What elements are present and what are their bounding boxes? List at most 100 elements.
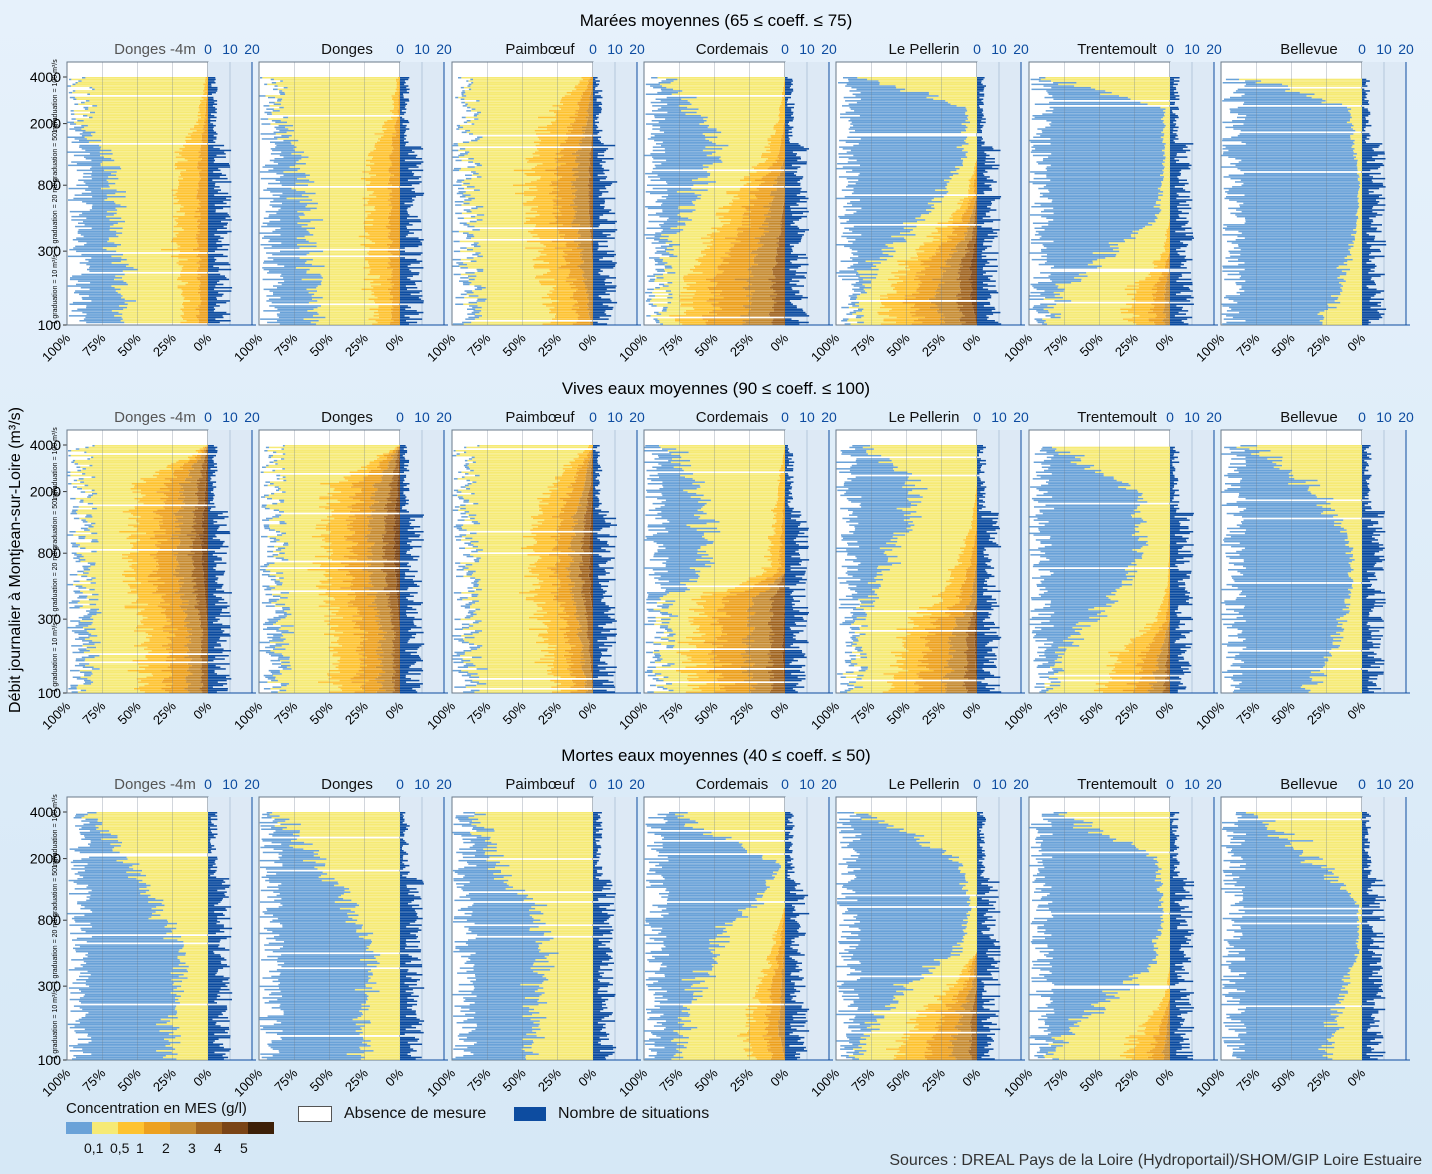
bar-segment	[279, 154, 302, 157]
bar-segment	[273, 78, 396, 81]
bar-segment	[530, 209, 559, 211]
bar-segment	[207, 91, 208, 94]
bar-segment	[476, 176, 482, 178]
bar-segment	[921, 214, 952, 216]
count-bar	[1170, 177, 1179, 180]
count-bar	[1362, 275, 1381, 277]
bar-segment	[124, 298, 184, 300]
count-bar	[1170, 90, 1174, 92]
bar-segment	[463, 201, 527, 203]
bar-segment	[569, 272, 585, 274]
bar-segment	[696, 111, 780, 114]
bar-segment	[465, 148, 537, 150]
bar-segment	[769, 144, 781, 147]
count-bar	[785, 172, 794, 175]
bar-segment	[461, 91, 466, 94]
bar-segment	[376, 141, 393, 143]
bar-segment	[207, 88, 208, 91]
bar-segment	[306, 253, 369, 256]
bar-segment	[967, 189, 974, 191]
bar-segment	[588, 306, 593, 309]
bar-segment	[68, 315, 115, 317]
count-bar	[977, 316, 989, 319]
count-bar	[400, 225, 407, 228]
count-bar	[593, 98, 597, 100]
count-bar	[1170, 124, 1176, 127]
bar-segment	[652, 128, 717, 130]
bar-segment	[276, 144, 294, 147]
bar-segment	[716, 212, 744, 215]
bar-segment	[578, 105, 589, 107]
count-bar	[208, 120, 217, 122]
bar-segment	[555, 285, 576, 287]
count-bar	[593, 315, 612, 317]
bar-segment	[1030, 171, 1164, 173]
bar-segment	[463, 192, 515, 195]
count-bar	[400, 90, 407, 92]
bar-segment	[1034, 234, 1131, 236]
bar-segment	[313, 258, 365, 261]
count-bar	[208, 131, 217, 134]
x-tick-label: 75%	[848, 330, 877, 359]
bar-segment	[540, 177, 560, 180]
bar-segment	[137, 268, 183, 271]
bar-segment	[650, 136, 718, 138]
bar-segment	[71, 85, 205, 87]
count-bar	[785, 163, 807, 165]
bar-segment	[1164, 123, 1170, 125]
bar-segment	[700, 237, 725, 239]
bar-segment	[975, 171, 977, 173]
bar-segment	[842, 318, 849, 320]
bar-segment	[536, 186, 558, 188]
bar-segment	[1034, 103, 1148, 105]
bar-segment	[560, 235, 581, 238]
bar-segment	[763, 232, 781, 234]
bar-segment	[71, 141, 89, 143]
bar-segment	[771, 298, 785, 300]
bar-segment	[107, 197, 174, 200]
bar-segment	[973, 189, 977, 191]
bar-segment	[1029, 139, 1163, 142]
bar-segment	[721, 225, 751, 228]
bar-segment	[578, 318, 590, 320]
bar-segment	[294, 129, 383, 132]
bar-segment	[766, 149, 780, 152]
count-bar	[1170, 131, 1173, 134]
bar-segment	[739, 197, 758, 200]
bar-segment	[280, 227, 315, 229]
count-bar	[977, 153, 987, 155]
bar-segment	[534, 267, 559, 269]
bar-segment	[959, 273, 971, 276]
bar-segment	[771, 285, 785, 287]
count-bar	[977, 215, 991, 218]
bar-segment	[760, 156, 778, 158]
bar-segment	[559, 106, 580, 109]
bar-segment	[753, 275, 775, 277]
bar-segment	[691, 201, 733, 203]
bar-segment	[323, 250, 369, 253]
bar-segment	[750, 273, 773, 276]
bar-segment	[582, 253, 593, 256]
bar-segment	[781, 93, 785, 95]
bar-segment	[460, 293, 467, 296]
bar-segment	[1160, 136, 1170, 138]
bar-segment	[114, 242, 177, 244]
bar-segment	[959, 263, 971, 266]
bar-segment	[1042, 194, 1163, 196]
x-tick-label: 75%	[656, 330, 685, 359]
bar-segment	[1349, 250, 1362, 253]
bar-segment	[67, 255, 112, 258]
bar-segment	[961, 131, 977, 134]
bar-segment	[458, 126, 464, 129]
bar-segment	[78, 229, 110, 231]
bar-segment	[286, 197, 363, 200]
bar-segment	[284, 91, 395, 94]
bar-segment	[197, 253, 208, 256]
count-bar	[977, 139, 982, 142]
bar-segment	[919, 308, 939, 310]
count-bar	[400, 206, 411, 208]
count-bar	[785, 227, 800, 229]
bar-segment	[1161, 181, 1170, 183]
bar-segment	[273, 258, 313, 261]
bar-segment	[1165, 316, 1170, 319]
